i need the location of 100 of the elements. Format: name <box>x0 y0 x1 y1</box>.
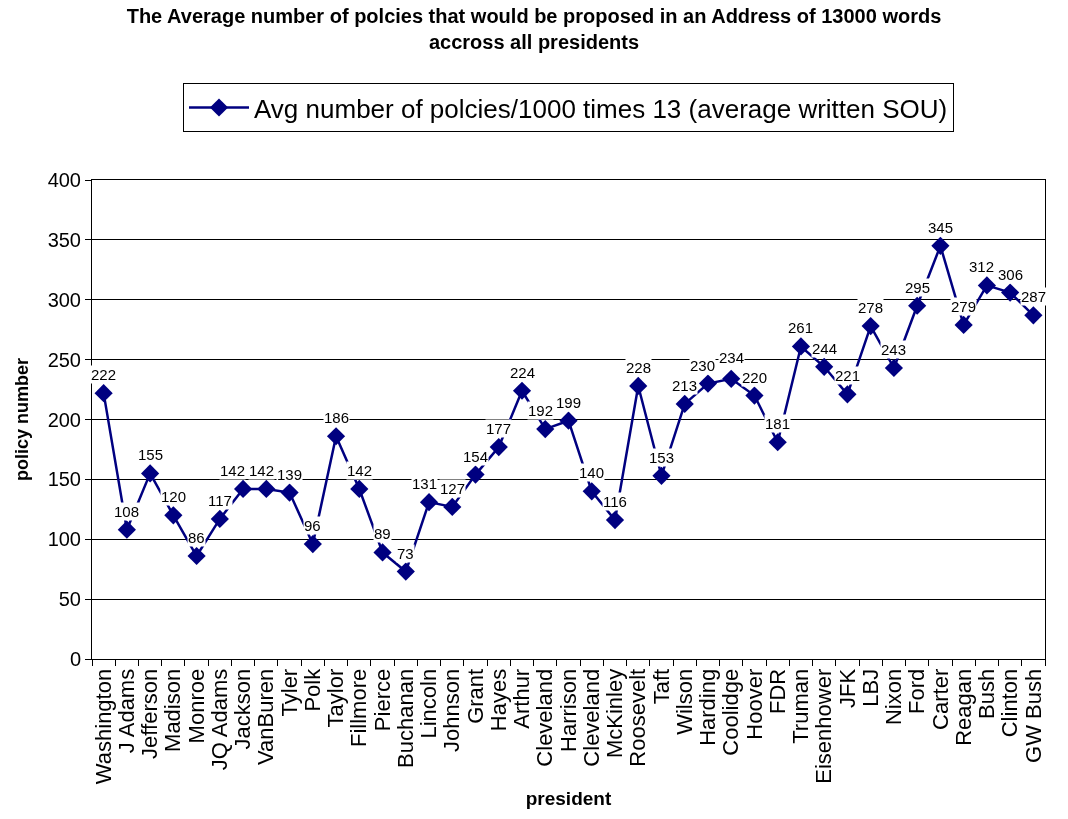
point <box>698 374 718 393</box>
data-label: 186 <box>324 409 350 426</box>
point <box>605 510 625 530</box>
point <box>280 483 299 502</box>
point <box>791 337 811 356</box>
y-tick-label: 200 <box>47 408 81 431</box>
data-label: 142 <box>220 462 246 479</box>
point <box>559 411 578 430</box>
y-tick-label: 0 <box>69 648 81 670</box>
y-tick-label: 250 <box>47 348 81 371</box>
data-label: 89 <box>374 525 391 542</box>
x-tick-label: JQ Adams <box>206 668 232 771</box>
data-label: 153 <box>649 449 675 466</box>
point <box>164 506 183 525</box>
x-tick-label: Monroe <box>183 668 209 744</box>
x-tick-label: Washington <box>90 668 116 785</box>
point <box>94 384 113 403</box>
point <box>373 543 392 562</box>
point <box>303 534 322 554</box>
data-label: 312 <box>969 258 995 275</box>
point <box>396 562 415 581</box>
data-label: 117 <box>208 492 232 509</box>
point <box>257 479 276 499</box>
x-tick-label: Nixon <box>881 668 907 726</box>
data-label: 108 <box>114 503 140 520</box>
x-tick-label: Harrison <box>555 668 581 752</box>
data-label: 199 <box>556 394 582 411</box>
data-label: 181 <box>765 415 791 432</box>
data-label: 278 <box>858 299 884 316</box>
data-label: 279 <box>951 298 977 315</box>
point <box>489 437 508 457</box>
point <box>466 465 485 484</box>
y-tick-label: 300 <box>47 288 81 311</box>
point <box>117 520 136 539</box>
x-tick-label: JFK <box>834 668 860 708</box>
x-tick-label: Cleveland <box>532 668 558 767</box>
point <box>838 385 857 404</box>
data-label: 116 <box>603 493 627 510</box>
data-label: 221 <box>835 367 861 384</box>
y-tick-label: 150 <box>47 468 81 491</box>
legend-label: Avg number of polcies/1000 times 13 (average written SOU) <box>254 93 948 124</box>
point <box>815 357 834 376</box>
point <box>745 386 764 405</box>
point <box>1024 306 1043 325</box>
data-label: 261 <box>788 319 814 336</box>
data-label: 86 <box>188 529 205 546</box>
point <box>884 358 904 378</box>
x-tick-label: Carter <box>927 668 953 730</box>
point <box>931 236 950 255</box>
data-label: 155 <box>138 446 164 463</box>
point <box>722 369 741 388</box>
data-label: 243 <box>881 341 907 358</box>
x-tick-label: Eisenhower <box>811 668 837 784</box>
point <box>908 296 927 315</box>
data-label: 192 <box>528 402 554 419</box>
x-tick-label: Madison <box>160 668 186 752</box>
point <box>443 497 462 517</box>
data-label: 140 <box>579 464 605 481</box>
data-label: 234 <box>719 349 745 366</box>
data-label: 142 <box>249 462 275 479</box>
data-label: 306 <box>998 266 1024 283</box>
x-tick-label: Johnson <box>439 668 465 752</box>
y-tick-label: 400 <box>47 169 81 191</box>
data-label: 154 <box>463 448 489 465</box>
point <box>768 433 787 452</box>
point <box>350 479 369 499</box>
y-axis-title: policy number <box>11 357 32 482</box>
data-label: 287 <box>1021 288 1047 305</box>
x-tick-label: GW Bush <box>1020 668 1046 763</box>
x-tick-label: LBJ <box>857 668 883 707</box>
data-label: 96 <box>304 517 321 534</box>
x-tick-label: Wilson <box>671 668 697 735</box>
point <box>629 376 648 396</box>
x-tick-label: Ford <box>904 668 930 715</box>
point <box>582 482 601 501</box>
point <box>954 315 973 334</box>
x-tick-label: Reagan <box>950 668 976 746</box>
x-tick-label: McKinley <box>602 668 628 759</box>
data-label: 142 <box>347 462 373 479</box>
x-tick-label: Cleveland <box>578 668 604 767</box>
data-label: 295 <box>905 279 931 296</box>
chart-title: The Average number of polcies that would be proposed in an Address of 13000 words accross all presidents <box>126 4 942 53</box>
x-tick-label: Clinton <box>997 668 1023 738</box>
point <box>233 479 253 499</box>
x-tick-label: Lincoln <box>416 668 442 739</box>
data-label: 220 <box>742 369 768 386</box>
data-label: 177 <box>486 420 512 437</box>
data-label: 131 <box>412 475 438 492</box>
point <box>1001 283 1020 302</box>
x-tick-label: Harding <box>695 668 721 746</box>
data-label: 127 <box>440 480 466 497</box>
y-tick-label: 100 <box>47 528 81 551</box>
point <box>652 466 671 485</box>
point <box>141 464 160 483</box>
point <box>977 276 996 295</box>
data-label: 120 <box>161 488 187 505</box>
x-tick-label: Taft <box>648 668 674 705</box>
data-label: 222 <box>91 366 117 383</box>
y-tick-label: 350 <box>47 228 81 251</box>
x-tick-label: Grant <box>462 668 488 724</box>
